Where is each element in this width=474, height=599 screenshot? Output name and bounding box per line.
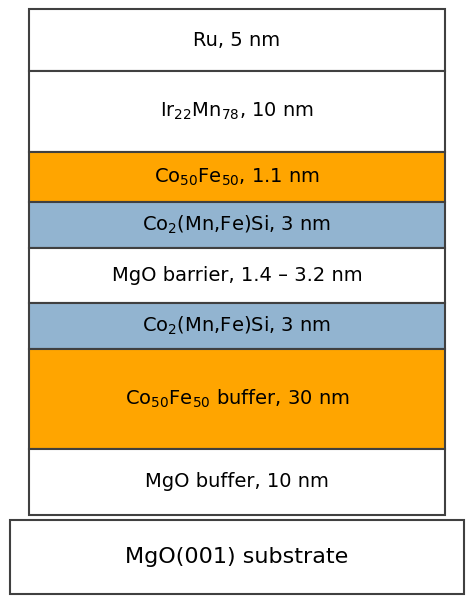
Text: Co$_{2}$(Mn,Fe)Si, 3 nm: Co$_{2}$(Mn,Fe)Si, 3 nm <box>142 214 332 236</box>
Bar <box>28 449 446 515</box>
Bar <box>28 152 446 202</box>
Bar <box>28 303 446 349</box>
Text: MgO(001) substrate: MgO(001) substrate <box>126 547 348 567</box>
Bar <box>28 248 446 303</box>
Text: Co$_{50}$Fe$_{50}$ buffer, 30 nm: Co$_{50}$Fe$_{50}$ buffer, 30 nm <box>125 388 349 410</box>
Text: Co$_{2}$(Mn,Fe)Si, 3 nm: Co$_{2}$(Mn,Fe)Si, 3 nm <box>142 315 332 337</box>
Bar <box>28 71 446 152</box>
Bar <box>28 349 446 449</box>
Bar <box>28 202 446 248</box>
Text: Ru, 5 nm: Ru, 5 nm <box>193 31 281 50</box>
Text: Co$_{50}$Fe$_{50}$, 1.1 nm: Co$_{50}$Fe$_{50}$, 1.1 nm <box>154 167 320 187</box>
Bar <box>10 521 464 594</box>
Text: Ir$_{22}$Mn$_{78}$, 10 nm: Ir$_{22}$Mn$_{78}$, 10 nm <box>160 101 314 122</box>
Text: MgO buffer, 10 nm: MgO buffer, 10 nm <box>145 472 329 491</box>
Bar <box>28 9 446 71</box>
Text: MgO barrier, 1.4 – 3.2 nm: MgO barrier, 1.4 – 3.2 nm <box>112 266 362 285</box>
